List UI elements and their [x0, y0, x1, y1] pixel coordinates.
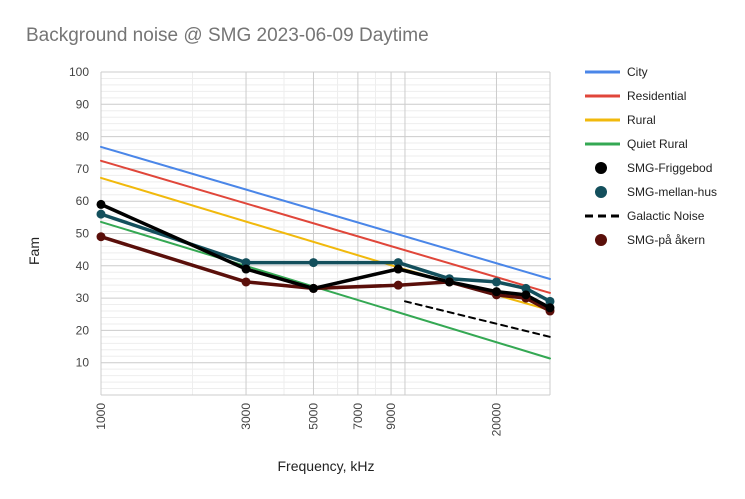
- minor-gridlines: [101, 72, 550, 395]
- series-line-city: [100, 145, 551, 280]
- data-point-smg-mellan-hus: [545, 296, 555, 306]
- y-tick-label: 20: [76, 323, 90, 337]
- legend-item-quiet-rural[interactable]: Quiet Rural: [585, 137, 688, 151]
- legend-item-city[interactable]: City: [585, 65, 648, 79]
- data-point-smg-friggebod: [96, 199, 106, 209]
- y-axis-ticks: 10 20 30 40 50 60 70 80 90 100: [69, 65, 89, 370]
- data-point-smg-p-kern: [241, 277, 251, 287]
- data-point-smg-friggebod: [491, 287, 501, 297]
- y-axis-title: Fam: [26, 237, 42, 265]
- data-point-smg-p-kern: [96, 232, 106, 242]
- y-tick-label: 10: [76, 356, 90, 370]
- legend-label: Residential: [627, 89, 686, 103]
- legend-item-smg-mellan-hus[interactable]: SMG-mellan-hus: [595, 185, 717, 199]
- data-point-smg-friggebod: [308, 283, 318, 293]
- data-point-smg-mellan-hus: [521, 283, 531, 293]
- legend-label: City: [627, 65, 648, 79]
- major-gridlines: [100, 71, 551, 396]
- y-tick-label: 50: [76, 227, 90, 241]
- legend[interactable]: City Residential Rural Quiet Rural SMG-Frigg…: [585, 65, 717, 247]
- x-tick-label: 20000: [489, 403, 503, 437]
- x-axis-title: Frequency, kHz: [278, 458, 375, 474]
- x-tick-label: 9000: [384, 403, 398, 430]
- legend-label: SMG-mellan-hus: [627, 185, 717, 199]
- series-line-smg-mellan-hus: [99, 212, 552, 304]
- y-tick-label: 40: [76, 259, 90, 273]
- y-tick-label: 80: [76, 130, 90, 144]
- y-tick-label: 90: [76, 97, 90, 111]
- data-point-smg-mellan-hus: [308, 258, 318, 268]
- series-line-smg-p-kern: [99, 234, 552, 313]
- legend-item-smg-friggebod[interactable]: SMG-Friggebod: [595, 161, 712, 175]
- data-point-smg-friggebod: [393, 264, 403, 274]
- data-point-smg-friggebod: [545, 303, 555, 313]
- series-line-quiet-rural: [100, 220, 551, 360]
- data-point-smg-p-kern: [393, 280, 403, 290]
- data-point-smg-friggebod: [521, 290, 531, 300]
- chart-title: Background noise @ SMG 2023-06-09 Daytim…: [26, 25, 429, 46]
- series-line-smg-friggebod: [99, 202, 552, 310]
- series-points: [96, 199, 555, 316]
- series-line-galactic-noise: [404, 300, 551, 338]
- data-point-smg-mellan-hus: [491, 277, 501, 287]
- legend-label: Galactic Noise: [627, 209, 705, 223]
- legend-label: SMG-Friggebod: [627, 161, 712, 175]
- data-point-smg-mellan-hus: [393, 258, 403, 268]
- y-tick-label: 30: [76, 291, 90, 305]
- legend-label: Quiet Rural: [627, 137, 688, 151]
- y-tick-label: 100: [69, 65, 89, 79]
- x-axis-ticks: 1000 3000 5000 7000 9000 20000: [94, 403, 503, 437]
- x-tick-label: 1000: [94, 403, 108, 430]
- legend-item-smg-p-kern[interactable]: SMG-på åkern: [595, 233, 705, 247]
- data-point-smg-friggebod: [241, 264, 251, 274]
- legend-swatch-marker: [595, 162, 607, 174]
- legend-swatch-marker: [595, 186, 607, 198]
- legend-item-rural[interactable]: Rural: [585, 113, 656, 127]
- legend-item-galactic-noise[interactable]: Galactic Noise: [585, 209, 705, 223]
- x-tick-label: 5000: [306, 403, 320, 430]
- legend-item-residential[interactable]: Residential: [585, 89, 686, 103]
- data-point-smg-mellan-hus: [241, 258, 251, 268]
- data-point-smg-mellan-hus: [96, 209, 106, 219]
- legend-label: Rural: [627, 113, 656, 127]
- x-tick-label: 7000: [351, 403, 365, 430]
- data-point-smg-friggebod: [444, 277, 454, 287]
- series-lines: [99, 145, 552, 360]
- y-tick-label: 70: [76, 162, 90, 176]
- x-tick-label: 3000: [239, 403, 253, 430]
- y-tick-label: 60: [76, 194, 90, 208]
- legend-label: SMG-på åkern: [627, 233, 705, 247]
- series-line-residential: [100, 159, 551, 294]
- legend-swatch-marker: [595, 234, 607, 246]
